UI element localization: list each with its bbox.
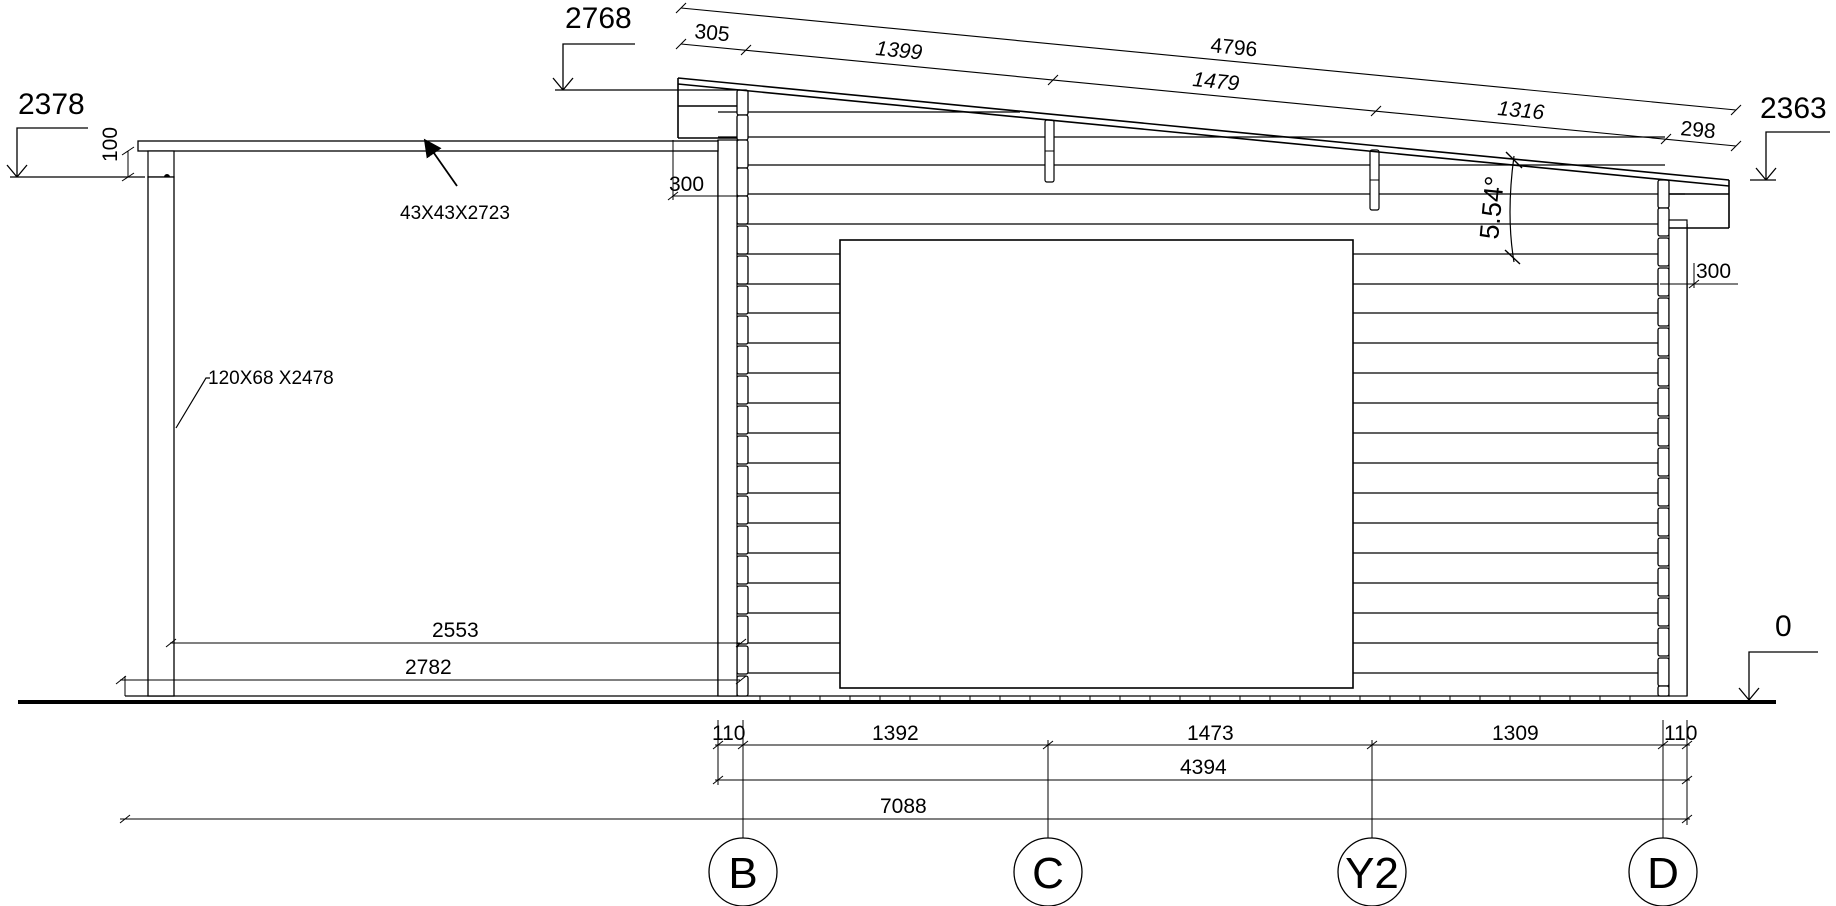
- canopy-beam: [137, 140, 719, 152]
- roof-seg2-dim: 1479: [1192, 68, 1241, 95]
- roof-seg3-dim: 1316: [1497, 97, 1546, 124]
- level-roof-low: 2363: [1760, 92, 1827, 125]
- grid-bubble-y2: Y2: [1337, 837, 1407, 906]
- canopy-inner-span: 2553: [432, 619, 479, 642]
- grid-axis-lines: [742, 720, 1664, 838]
- grid-bubble-b: B: [708, 837, 778, 906]
- corner-logs-right: [1657, 179, 1670, 697]
- grid-bubble-c: C: [1013, 837, 1083, 906]
- wall-offset-right: 300: [1696, 260, 1731, 283]
- roof-seg1-dim: 1399: [875, 37, 924, 64]
- roof-overhang-left-dim: 305: [694, 20, 731, 46]
- post-size-label: 120X68 X2478: [208, 368, 334, 389]
- canopy-offset-dim: 100: [99, 127, 122, 162]
- grid-bubble-d: D: [1628, 837, 1698, 906]
- roof-angle-label: 5.54°: [1474, 175, 1510, 241]
- level-marker-canopy: [6, 127, 145, 178]
- ground-hatch: [759, 696, 1631, 702]
- level-ground: 0: [1775, 610, 1792, 643]
- level-marker-roof-low: [1750, 131, 1830, 181]
- grid-label-c: C: [1032, 849, 1064, 898]
- grid-label-d: D: [1647, 849, 1679, 898]
- dim-row3: 7088: [880, 795, 927, 818]
- roof-overhang-right-dim: 298: [1680, 117, 1717, 143]
- roof: [677, 77, 1730, 229]
- dim-row1-3: 1309: [1492, 722, 1539, 745]
- dim-row1-0: 110: [712, 722, 745, 745]
- bottom-dim-lines: [119, 720, 1693, 825]
- dim-row1-1: 1392: [872, 722, 919, 745]
- level-roof-top: 2768: [565, 2, 632, 35]
- left-wall-stub: [717, 139, 738, 697]
- dim-row1-4: 110: [1664, 722, 1697, 745]
- roof-overall-dim: 4796: [1210, 34, 1259, 61]
- dim-row1-2: 1473: [1187, 722, 1234, 745]
- level-marker-roof-top: [552, 43, 740, 91]
- level-canopy-top: 2378: [18, 88, 85, 121]
- corner-logs-left: [736, 89, 749, 697]
- canopy-outer-span: 2782: [405, 656, 452, 679]
- canopy-span-dims: [115, 638, 747, 696]
- wall-offset-left: 300: [669, 173, 704, 196]
- canopy-post: [147, 176, 175, 697]
- beam-size-label: 43X43X2723: [400, 203, 510, 224]
- door-opening: [839, 239, 1354, 689]
- level-marker-ground: [1738, 651, 1818, 701]
- dim-row2: 4394: [1180, 756, 1227, 779]
- roof-dim-lines: [675, 2, 1742, 152]
- angle-arc: [1509, 155, 1515, 263]
- grid-label-y2: Y2: [1345, 849, 1399, 898]
- grid-label-b: B: [728, 849, 757, 898]
